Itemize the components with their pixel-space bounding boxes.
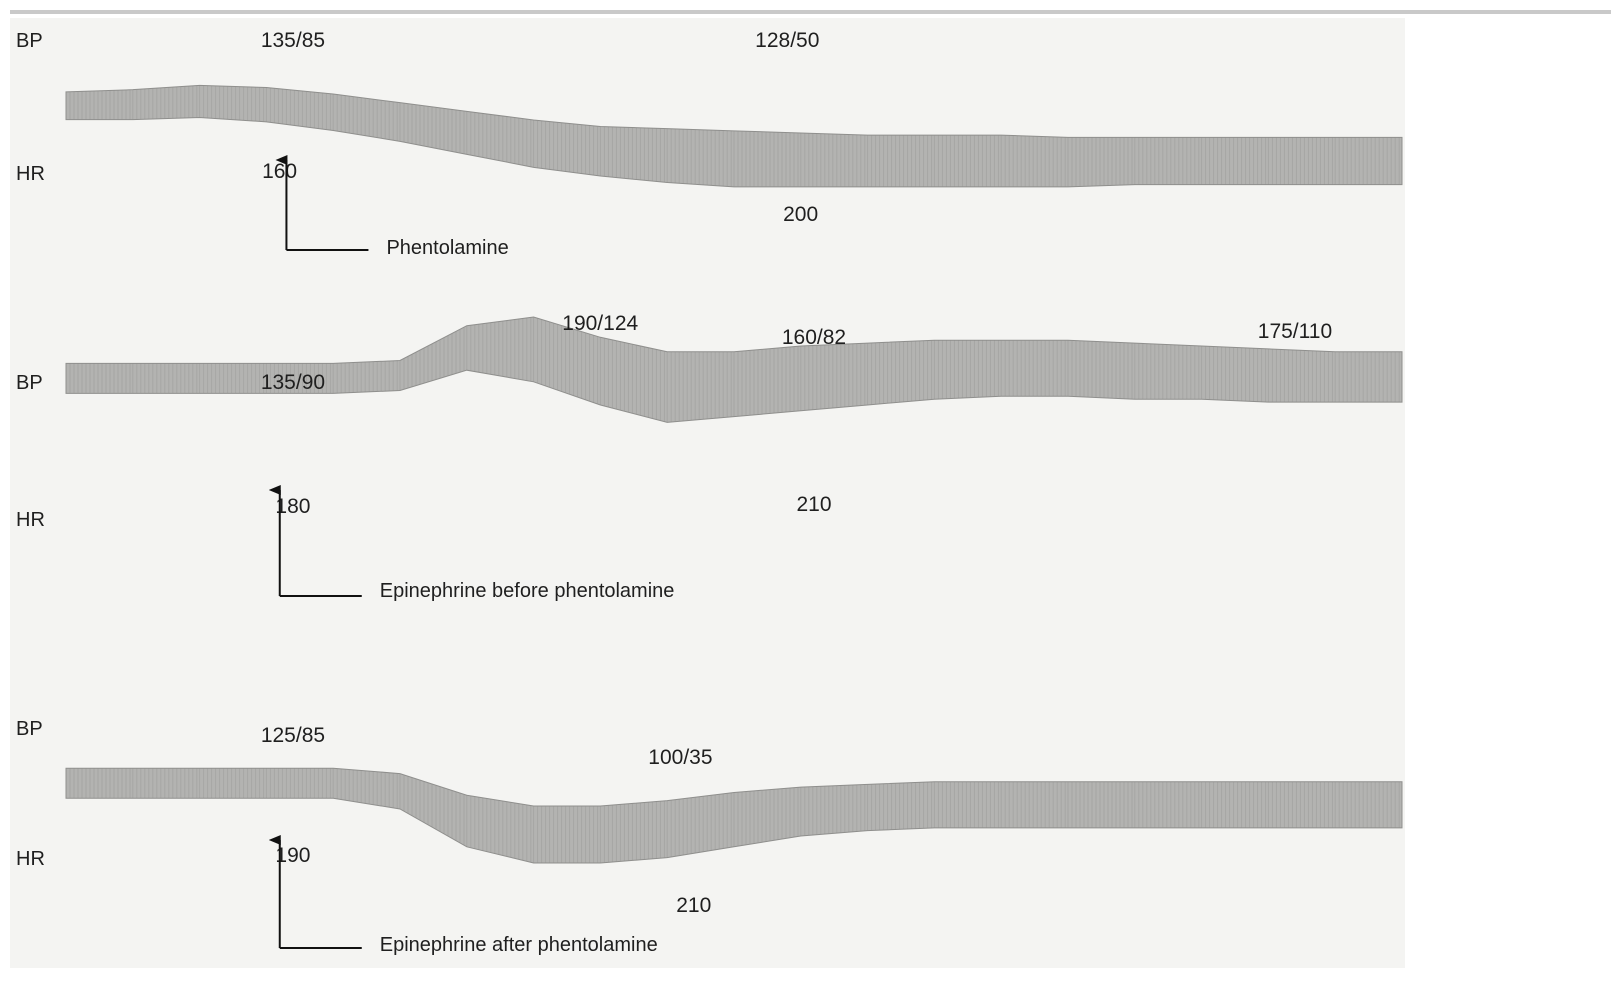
pulse-tick-texture bbox=[65, 85, 1400, 187]
event-marker: Phentolamine bbox=[275, 155, 509, 259]
bp-reading-2: 100/35 bbox=[648, 746, 712, 769]
top-divider bbox=[10, 10, 1611, 14]
bp-reading-3: 160/82 bbox=[782, 326, 846, 349]
pulse-tick-texture bbox=[65, 317, 1400, 423]
bp-reading-2: 128/50 bbox=[755, 29, 819, 52]
event-label: Epinephrine before phentolamine bbox=[380, 580, 675, 602]
pressure-trace-band bbox=[65, 84, 1403, 188]
pulse-tick-texture bbox=[65, 768, 1400, 863]
hr-trace-label: HR bbox=[16, 163, 45, 185]
bp-reading-1: 135/85 bbox=[261, 29, 325, 52]
hr-reading-4: 210 bbox=[676, 894, 711, 917]
event-marker: Epinephrine after phentolamine bbox=[268, 835, 658, 956]
event-label: Phentolamine bbox=[386, 237, 508, 259]
bp-reading-2: 190/124 bbox=[562, 312, 638, 335]
bp-trace-label: BP bbox=[16, 718, 43, 740]
hr-reading-3: 190 bbox=[275, 844, 310, 867]
hr-reading-6: 210 bbox=[796, 493, 831, 516]
hr-reading-3: 160 bbox=[262, 160, 297, 183]
bp-trace-label: BP bbox=[16, 30, 43, 52]
recording-panel-3: BP HR 125/85 100/35 190 210 Epinephrine after … bbox=[16, 718, 1403, 956]
bp-reading-4: 175/110 bbox=[1258, 320, 1332, 343]
hr-reading-4: 200 bbox=[783, 203, 818, 226]
event-label: Epinephrine after phentolamine bbox=[380, 934, 658, 956]
event-marker: Epinephrine before phentolamine bbox=[268, 485, 675, 602]
bp-reading-1: 125/85 bbox=[261, 724, 325, 747]
pressure-trace-band bbox=[65, 767, 1403, 864]
bp-reading-1: 135/90 bbox=[261, 371, 325, 394]
hr-reading-5: 180 bbox=[275, 495, 310, 518]
hr-trace-label: HR bbox=[16, 848, 45, 870]
recording-panel-2: BP HR 135/90 190/124 160/82 175/110 180 210 Epin… bbox=[16, 312, 1403, 602]
recording-panel-1: BP HR 135/85 128/50 160 200 Phentolamine bbox=[16, 29, 1403, 259]
pressure-trace-band bbox=[65, 316, 1403, 423]
bp-trace-label: BP bbox=[16, 372, 43, 394]
hr-trace-label: HR bbox=[16, 509, 45, 531]
